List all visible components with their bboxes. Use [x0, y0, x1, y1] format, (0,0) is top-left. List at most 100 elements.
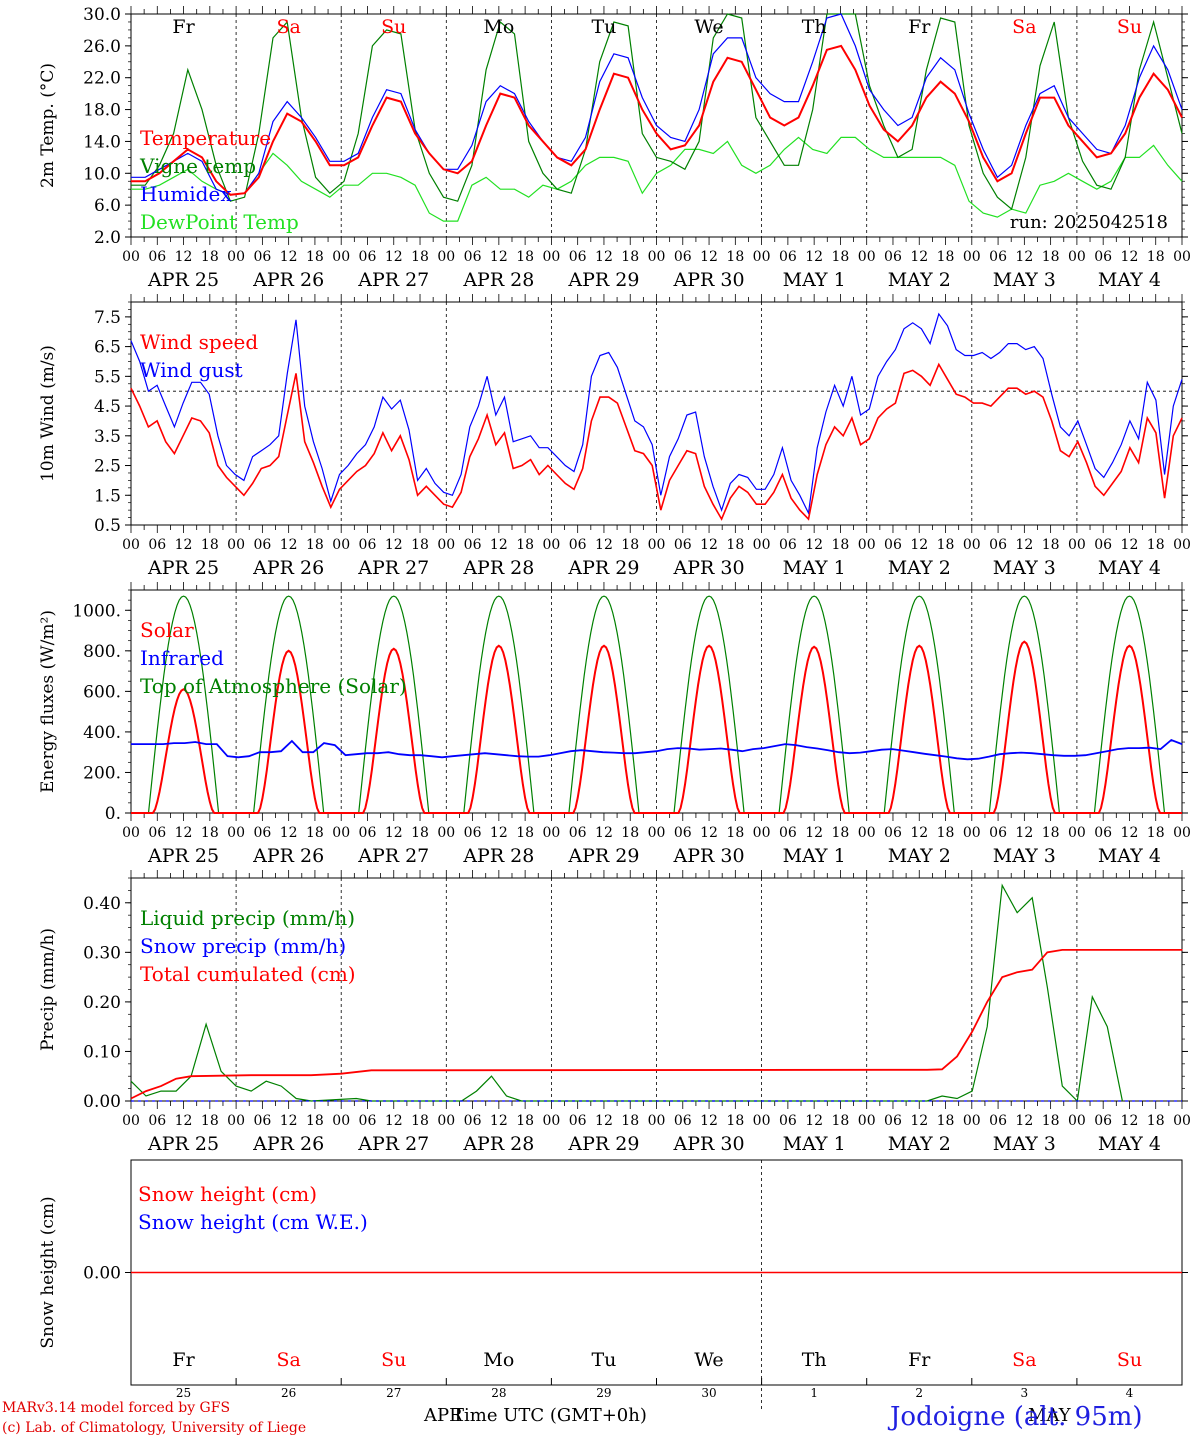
legend-entry: Humidex [140, 182, 232, 206]
x-hour-label: 00 [227, 537, 245, 553]
panel-precip: 0.00 0.10 0.20 0.30 0.40 Precip (mm/h) 00 06 12 1… [38, 870, 1191, 1155]
x-hour-label: 12 [385, 825, 403, 841]
x-hour-label: 00 [753, 825, 771, 841]
x-hour-label: 18 [621, 537, 639, 553]
x-date-label: MAY 4 [1098, 845, 1161, 867]
x-date-label: APR 25 [147, 557, 219, 579]
y-tick-label: 3.5 [94, 427, 121, 447]
x-hour-label: 18 [726, 249, 744, 265]
x-date-label: APR 30 [673, 557, 745, 579]
weekday-label: Tu [591, 16, 616, 38]
x-date-label: MAY 2 [888, 1133, 951, 1155]
y-tick-label: 0.00 [83, 1264, 121, 1284]
x-hour-label: 18 [411, 537, 429, 553]
weekday-label: We [694, 1349, 723, 1371]
y-tick-label: 0.5 [94, 516, 121, 536]
y-tick-label: 200. [83, 763, 121, 783]
legend-entry: Top of Atmosphere (Solar) [140, 674, 407, 698]
x-date-label: APR 26 [252, 557, 324, 579]
day-number: 2 [915, 1386, 923, 1400]
x-hour-label: 18 [621, 1113, 639, 1129]
y-tick-label: 6.0 [94, 196, 121, 216]
x-hour-label: 06 [148, 537, 166, 553]
x-hour-label: 12 [490, 249, 508, 265]
x-date-label: MAY 4 [1098, 1133, 1161, 1155]
model-credit: MARv3.14 model forced by GFS [2, 1400, 231, 1416]
x-hour-label: 18 [726, 537, 744, 553]
y-tick-label: 1000. [72, 601, 121, 621]
y-tick-label: 4.5 [94, 397, 121, 417]
y-tick-label: 18.0 [83, 101, 121, 121]
x-hour-label: 12 [280, 249, 298, 265]
x-hour-label: 00 [227, 249, 245, 265]
run-label: run: 2025042518 [1010, 212, 1168, 233]
x-hour-label: 18 [726, 1113, 744, 1129]
x-hour-label: 18 [937, 249, 955, 265]
weekday-label: Th [802, 1349, 827, 1371]
x-hour-label: 06 [989, 537, 1007, 553]
legend-entry: Solar [140, 618, 194, 642]
y-axis-label: Precip (mm/h) [38, 928, 58, 1051]
day-number: 3 [1021, 1386, 1029, 1400]
legend-entry: Liquid precip (mm/h) [140, 906, 355, 930]
x-hour-label: 06 [148, 1113, 166, 1129]
x-hour-label: 18 [516, 537, 534, 553]
x-hour-label: 06 [569, 249, 587, 265]
x-hour-label: 00 [332, 537, 350, 553]
y-axis-label: Snow height (cm) [38, 1196, 58, 1348]
x-hour-label: 06 [884, 249, 902, 265]
x-hour-label: 06 [884, 537, 902, 553]
weekday-label: Fr [172, 16, 195, 38]
x-hour-label: 12 [910, 825, 928, 841]
series-wind-speed [130, 362, 1183, 521]
x-hour-label: 18 [937, 537, 955, 553]
y-tick-label: 0.00 [83, 1092, 121, 1112]
x-hour-label: 00 [437, 825, 455, 841]
x-date-label: APR 28 [462, 845, 534, 867]
x-hour-label: 18 [411, 825, 429, 841]
x-hour-label: 18 [832, 1113, 850, 1129]
y-tick-label: 6.5 [94, 338, 121, 358]
legend-entry: Snow height (cm) [138, 1182, 317, 1206]
x-hour-label: 00 [648, 825, 666, 841]
x-hour-label: 06 [884, 1113, 902, 1129]
x-hour-label: 06 [464, 825, 482, 841]
x-hour-label: 00 [1068, 249, 1086, 265]
x-hour-label: 12 [280, 537, 298, 553]
x-hour-label: 12 [700, 249, 718, 265]
x-hour-label: 12 [1121, 249, 1139, 265]
x-hour-label: 06 [359, 537, 377, 553]
x-hour-label: 18 [306, 1113, 324, 1129]
x-hour-label: 12 [385, 249, 403, 265]
x-hour-label: 00 [122, 1113, 140, 1129]
x-date-label: MAY 1 [783, 845, 846, 867]
weekday-label: Su [1117, 1349, 1142, 1371]
legend-entry: Infrared [140, 646, 224, 670]
x-hour-label: 12 [910, 1113, 928, 1129]
x-date-label: MAY 3 [993, 845, 1056, 867]
x-hour-label: 12 [490, 1113, 508, 1129]
y-tick-label: 22.0 [83, 69, 121, 89]
x-hour-label: 18 [937, 1113, 955, 1129]
x-hour-label: 18 [201, 825, 219, 841]
x-date-label: APR 28 [462, 557, 534, 579]
weekday-label: Tu [591, 1349, 616, 1371]
weekday-label: Mo [483, 1349, 514, 1371]
x-hour-label: 18 [1147, 1113, 1165, 1129]
x-hour-label: 12 [1015, 1113, 1033, 1129]
panel-energy: 0. 200. 400. 600. 800. 1000. Energy fluxes (W/… [38, 582, 1191, 867]
x-hour-label: 06 [989, 1113, 1007, 1129]
x-hour-label: 12 [1121, 1113, 1139, 1129]
x-hour-label: 18 [411, 249, 429, 265]
x-date-label: MAY 3 [993, 269, 1056, 291]
y-tick-label: 30.0 [83, 5, 121, 25]
x-hour-label: 12 [595, 1113, 613, 1129]
panel-snow: 0.00 Snow height (cm) Snow height (cm) Snow… [38, 1159, 1188, 1410]
weekday-label: Su [381, 16, 406, 38]
x-hour-label: 12 [1121, 825, 1139, 841]
x-hour-label: 18 [411, 1113, 429, 1129]
x-date-label: APR 25 [147, 269, 219, 291]
x-hour-label: 18 [201, 1113, 219, 1129]
x-date-label: APR 27 [357, 845, 429, 867]
x-hour-label: 18 [621, 249, 639, 265]
